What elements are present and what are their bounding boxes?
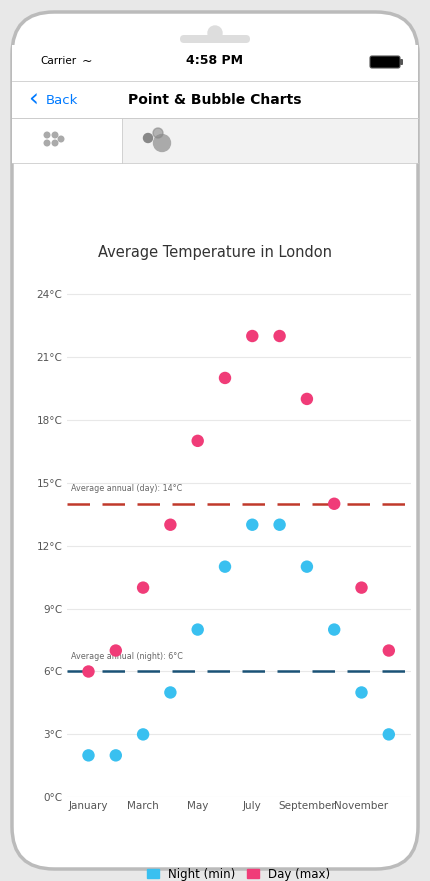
Point [276,329,283,343]
Point [140,728,147,742]
Circle shape [197,821,233,857]
Point [385,728,392,742]
Point [385,643,392,657]
Point [85,664,92,678]
Point [167,518,174,532]
Text: Average annual (night): 6°C: Average annual (night): 6°C [71,652,183,661]
Point [112,643,119,657]
Point [112,748,119,762]
FancyBboxPatch shape [12,118,122,163]
Text: 4:58 PM: 4:58 PM [187,55,243,68]
Circle shape [58,137,64,142]
Point [304,559,310,574]
Point [221,371,228,385]
Circle shape [44,140,50,145]
Point [331,623,338,637]
Point [167,685,174,700]
FancyBboxPatch shape [12,45,418,81]
Circle shape [44,132,50,137]
Circle shape [193,817,237,861]
Point [249,518,256,532]
Point [304,392,310,406]
Point [221,559,228,574]
Text: Point & Bubble Charts: Point & Bubble Charts [128,93,302,107]
Circle shape [144,134,153,143]
Circle shape [52,132,58,137]
Text: Average annual (day): 14°C: Average annual (day): 14°C [71,485,182,493]
FancyBboxPatch shape [12,118,418,163]
Point [358,685,365,700]
Text: Average Temperature in London: Average Temperature in London [98,245,332,260]
Circle shape [52,140,58,145]
FancyBboxPatch shape [12,12,418,869]
Circle shape [208,26,222,40]
Text: ~: ~ [82,55,92,68]
Circle shape [153,128,163,138]
Point [249,329,256,343]
Text: Carrier: Carrier [40,56,76,66]
Point [194,623,201,637]
FancyBboxPatch shape [370,56,400,68]
FancyBboxPatch shape [180,35,250,43]
Text: ‹: ‹ [28,88,38,112]
Legend: Night (min), Day (max): Night (min), Day (max) [147,868,331,880]
FancyBboxPatch shape [400,59,403,65]
Point [140,581,147,595]
FancyBboxPatch shape [12,81,418,118]
Point [331,497,338,511]
Point [85,748,92,762]
Circle shape [154,135,171,152]
Point [276,518,283,532]
Text: Back: Back [46,93,78,107]
Point [358,581,365,595]
Point [194,433,201,448]
